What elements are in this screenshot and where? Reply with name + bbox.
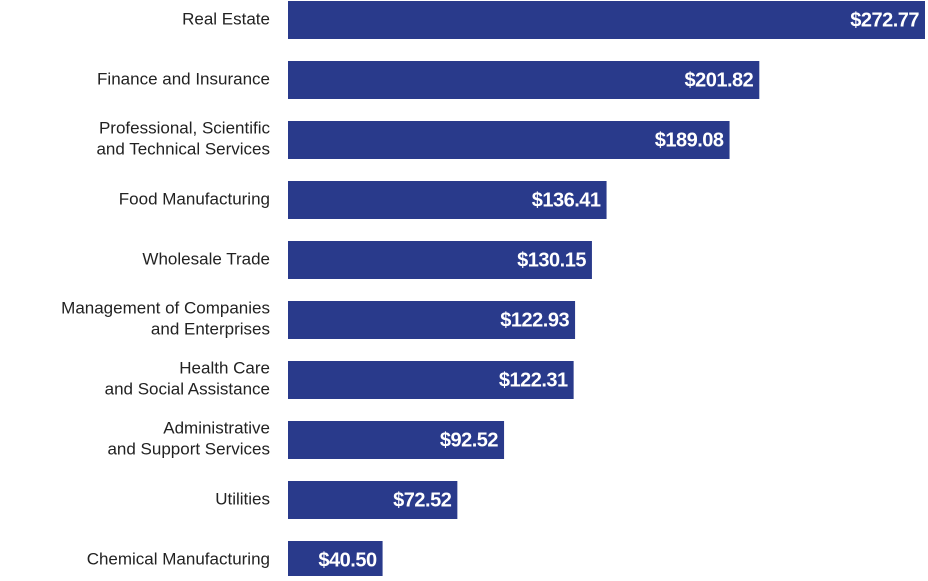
category-line: and Social Assistance [105,380,270,399]
bar [288,241,592,279]
value-label: $189.08 [655,129,724,151]
bar [288,421,505,459]
bar [288,481,458,519]
category-label: Utilities [215,489,270,508]
category-line: Management of Companies [61,299,270,318]
value-label: $136.41 [532,189,601,211]
value-label: $122.31 [499,369,568,391]
category-label: Health Care and Social Assistance [105,359,270,399]
category-label: Finance and Insurance [97,69,270,88]
category-line: Health Care [179,359,270,378]
value-label: $272.77 [850,9,919,31]
category-label: Administrative and Support Services [107,419,270,459]
bar [288,1,925,39]
value-label: $201.82 [685,69,754,91]
category-label: Real Estate [182,9,270,28]
value-label: $40.50 [318,549,377,571]
category-line: and Support Services [107,440,270,459]
category-label: Food Manufacturing [119,189,270,208]
category-label: Chemical Manufacturing [87,549,270,568]
value-label: $92.52 [440,429,499,451]
value-label: $122.93 [500,309,569,331]
category-line: and Technical Services [96,140,270,159]
category-label: Management of Companies and Enterprises [61,299,270,339]
category-line: and Enterprises [151,320,270,339]
category-line: Administrative [163,419,270,438]
bar [288,301,576,339]
category-label: Professional, Scientific and Technical Se… [96,119,270,159]
bar [288,121,730,159]
value-label: $72.52 [393,489,452,511]
category-line: Professional, Scientific [99,119,271,138]
bar [288,181,607,219]
bar [288,361,574,399]
bar [288,61,760,99]
value-label: $130.15 [517,249,586,271]
category-label: Wholesale Trade [142,249,270,268]
bar [288,541,383,579]
